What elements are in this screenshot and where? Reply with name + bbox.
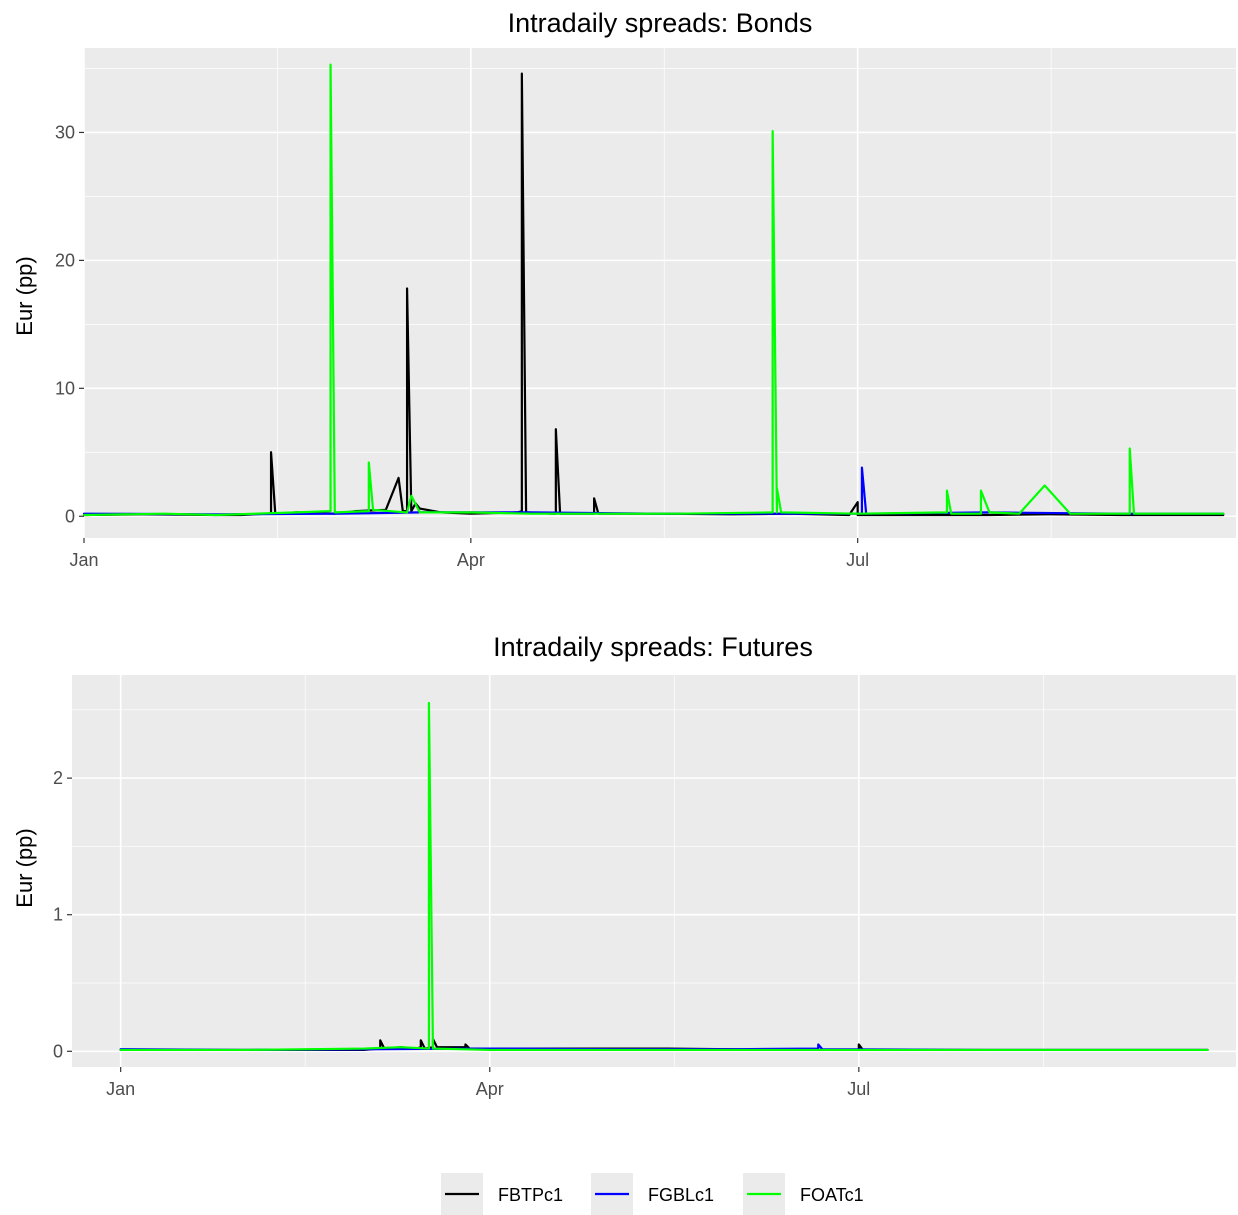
bonds-y-tick-label: 30 <box>55 122 75 142</box>
bonds-x-tick-label: Apr <box>457 550 485 570</box>
bonds-x-tick-label: Jan <box>69 550 98 570</box>
bonds-series-foatc1 <box>82 63 1225 517</box>
bonds-y-axis-label: Eur (pp) <box>12 256 37 335</box>
futures-x-axis: Jan Apr Jul <box>106 1067 870 1099</box>
futures-x-tick-label: Apr <box>476 1079 504 1099</box>
bonds-x-tick-label: Jul <box>846 550 869 570</box>
futures-series-lines <box>119 701 1209 1052</box>
futures-x-tick-label: Jan <box>106 1079 135 1099</box>
legend-label-fgblc1: FGBLc1 <box>648 1185 714 1205</box>
legend-item-fbtpc1: FBTPc1 <box>441 1173 563 1215</box>
futures-y-axis-label: Eur (pp) <box>12 828 37 907</box>
futures-gridlines <box>72 675 1236 1067</box>
futures-chart: Intradaily spreads: Futures Eur (pp) 0 1 2… <box>12 632 1236 1099</box>
bonds-y-tick-label: 20 <box>55 250 75 270</box>
bonds-chart: Intradaily spreads: Bonds Eur (pp) 0 10 20… <box>12 8 1236 570</box>
bonds-plot-panel <box>84 48 1236 538</box>
legend-label-fbtpc1: FBTPc1 <box>498 1185 563 1205</box>
futures-plot-panel <box>72 675 1236 1067</box>
legend-item-foatc1: FOATc1 <box>743 1173 864 1215</box>
legend: FBTPc1 FGBLc1 FOATc1 <box>441 1173 864 1215</box>
bonds-chart-title: Intradaily spreads: Bonds <box>508 8 813 38</box>
legend-label-foatc1: FOATc1 <box>800 1185 864 1205</box>
bonds-y-axis: 0 10 20 30 <box>55 122 84 526</box>
futures-x-tick-label: Jul <box>847 1079 870 1099</box>
futures-chart-title: Intradaily spreads: Futures <box>493 632 813 662</box>
bonds-x-axis: Jan Apr Jul <box>69 538 869 570</box>
bonds-y-tick-label: 10 <box>55 378 75 398</box>
legend-item-fgblc1: FGBLc1 <box>591 1173 714 1215</box>
futures-series-foatc1 <box>119 701 1209 1052</box>
bonds-y-tick-label: 0 <box>65 506 75 526</box>
futures-y-tick-label: 2 <box>53 768 63 788</box>
bonds-series-lines <box>82 63 1225 517</box>
futures-y-axis: 0 1 2 <box>53 768 72 1061</box>
bonds-gridlines <box>83 48 1236 538</box>
futures-y-tick-label: 1 <box>53 905 63 925</box>
futures-y-tick-label: 0 <box>53 1041 63 1061</box>
